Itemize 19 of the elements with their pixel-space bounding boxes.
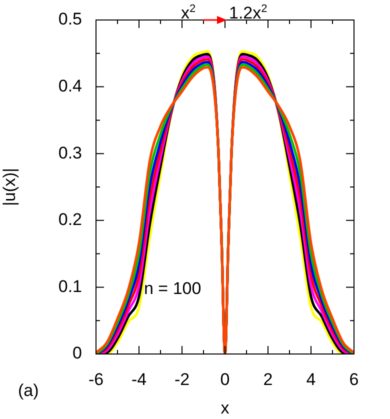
annotation: n = 100: [144, 279, 202, 298]
y-tick-label: 0: [72, 344, 82, 363]
x-tick-label: -4: [131, 370, 147, 389]
y-tick-label: 0.1: [58, 276, 82, 296]
x-tick-label: 4: [306, 370, 316, 389]
y-tick-label: 0.3: [58, 143, 82, 162]
annotation: 1.2x$^{2}$: [229, 3, 268, 23]
x-axis-title: x: [220, 398, 230, 418]
y-tick-label: 0.2: [58, 210, 82, 230]
text: (a): [18, 381, 39, 400]
x-tick-label: 6: [349, 370, 359, 389]
y-axis-title: |u(x)|: [0, 168, 19, 206]
x-tick-label: -6: [88, 370, 104, 389]
annotation: x$^{2}$: [181, 3, 196, 23]
y-tick-label: 0.4: [58, 76, 82, 96]
x-tick-label: 2: [263, 370, 273, 389]
x-tick-label: -2: [174, 370, 190, 389]
y-tick-label: 0.5: [58, 10, 82, 29]
x-tick-label: 0: [220, 370, 230, 389]
